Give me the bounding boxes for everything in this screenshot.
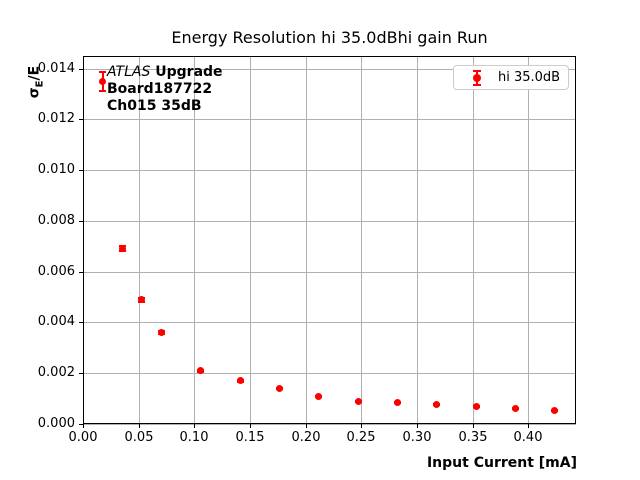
x-tick-label: 0.40 — [513, 430, 543, 445]
x-axis-label: Input Current [mA] — [426, 455, 577, 471]
data-point[interactable] — [99, 77, 107, 85]
x-gridline — [417, 56, 418, 424]
x-tick-label: 0.15 — [235, 430, 265, 445]
data-point[interactable] — [394, 398, 402, 406]
x-tick-mark — [306, 424, 307, 428]
annotation-line-2: Board187722 — [107, 81, 213, 97]
data-point[interactable] — [433, 401, 441, 409]
x-gridline — [139, 56, 140, 424]
x-gridline — [83, 56, 84, 424]
y-tick-label: 0.002 — [37, 365, 75, 380]
legend-label: hi 35.0dB — [498, 70, 561, 85]
x-tick-label: 0.35 — [458, 430, 488, 445]
y-gridline — [83, 322, 576, 323]
x-tick-label: 0.20 — [291, 430, 321, 445]
y-gridline — [83, 119, 576, 120]
x-gridline — [528, 56, 529, 424]
x-tick-mark — [250, 424, 251, 428]
y-gridline — [83, 221, 576, 222]
annotation-line-3: Ch015 35dB — [107, 98, 202, 114]
y-tick-label: 0.014 — [37, 61, 75, 76]
data-point[interactable] — [276, 384, 284, 392]
data-point[interactable] — [472, 402, 480, 410]
y-gridline — [83, 69, 576, 70]
y-gridline — [83, 170, 576, 171]
annotation-line-1: ATLAS Upgrade — [107, 64, 223, 81]
y-tick-mark — [79, 322, 83, 323]
atlas-annotation: ATLAS Upgrade Board187722 Ch015 35dB — [107, 64, 223, 115]
y-tick-label: 0.004 — [37, 314, 75, 329]
data-point[interactable] — [551, 406, 559, 414]
data-point[interactable] — [512, 404, 520, 412]
x-tick-mark — [417, 424, 418, 428]
data-point[interactable] — [138, 296, 146, 304]
y-tick-mark — [79, 424, 83, 425]
y-tick-label: 0.006 — [37, 264, 75, 279]
x-tick-label: 0.30 — [402, 430, 432, 445]
plot-area: ATLAS Upgrade Board187722 Ch015 35dB hi … — [83, 56, 576, 425]
x-gridline — [250, 56, 251, 424]
y-tick-label: 0.000 — [37, 416, 75, 431]
y-tick-label: 0.012 — [37, 111, 75, 126]
errorbar-marker-icon — [468, 69, 486, 87]
y-gridline — [83, 373, 576, 374]
error-bar-cap-top — [99, 70, 107, 73]
y-tick-mark — [79, 373, 83, 374]
x-tick-label: 0.25 — [346, 430, 376, 445]
y-tick-label: 0.008 — [37, 213, 75, 228]
data-point[interactable] — [354, 397, 362, 405]
x-tick-mark — [83, 424, 84, 428]
x-tick-label: 0.05 — [124, 430, 154, 445]
x-gridline — [473, 56, 474, 424]
x-tick-mark — [139, 424, 140, 428]
x-gridline — [306, 56, 307, 424]
x-tick-mark — [194, 424, 195, 428]
y-gridline — [83, 272, 576, 273]
x-tick-label: 0.00 — [68, 430, 98, 445]
y-tick-mark — [79, 272, 83, 273]
data-point[interactable] — [158, 329, 166, 337]
y-tick-mark — [79, 119, 83, 120]
y-gridline — [83, 424, 576, 425]
chart-title: Energy Resolution hi 35.0dBhi gain Run — [171, 28, 488, 47]
data-point[interactable] — [236, 377, 244, 385]
y-tick-mark — [79, 69, 83, 70]
x-tick-mark — [361, 424, 362, 428]
x-gridline — [194, 56, 195, 424]
legend-box[interactable]: hi 35.0dB — [453, 65, 569, 90]
annotation-atlas: ATLAS — [107, 64, 151, 80]
data-point[interactable] — [197, 367, 205, 375]
x-gridline — [361, 56, 362, 424]
y-tick-mark — [79, 170, 83, 171]
y-tick-mark — [79, 221, 83, 222]
annotation-upgrade: Upgrade — [150, 64, 223, 80]
data-point[interactable] — [118, 245, 126, 253]
data-point[interactable] — [315, 392, 323, 400]
x-tick-label: 0.10 — [179, 430, 209, 445]
y-tick-label: 0.010 — [37, 162, 75, 177]
x-tick-mark — [528, 424, 529, 428]
error-bar-cap-bottom — [99, 90, 107, 93]
x-tick-mark — [473, 424, 474, 428]
